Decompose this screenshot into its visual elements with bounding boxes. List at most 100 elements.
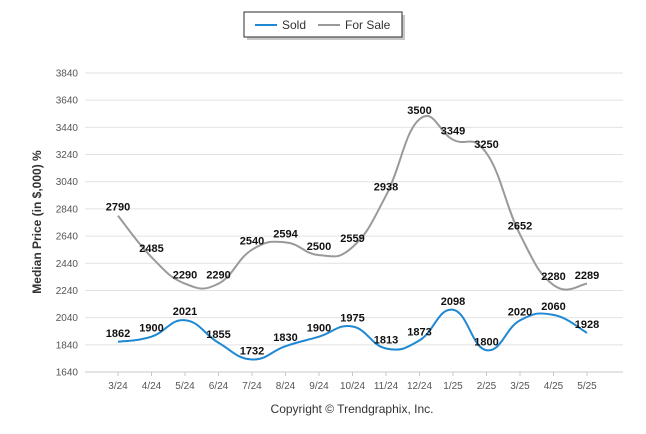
data-label-for-sale: 2540 (240, 236, 264, 248)
y-tick-label: 1640 (56, 368, 79, 379)
legend: Sold For Sale (243, 11, 405, 40)
data-label-sold: 2060 (541, 301, 565, 313)
data-label-sold: 1855 (206, 329, 230, 341)
x-tick-label: 3/25 (510, 381, 530, 392)
data-label-sold: 1900 (307, 323, 331, 335)
data-label-sold: 2021 (173, 306, 197, 318)
data-label-for-sale: 3500 (407, 105, 431, 117)
data-label-for-sale: 2938 (374, 182, 398, 194)
x-tick-label: 6/24 (209, 381, 229, 392)
data-point-sold (552, 313, 556, 317)
x-tick-label: 10/24 (340, 381, 365, 392)
data-point-sold (518, 318, 522, 322)
legend-label-for-sale: For Sale (345, 18, 391, 32)
x-tick-label: 7/24 (242, 381, 262, 392)
data-point-sold (384, 346, 388, 350)
data-point-sold (183, 318, 187, 322)
y-tick-label: 3640 (56, 96, 79, 107)
data-point-sold (250, 357, 254, 361)
data-point-sold (150, 335, 154, 339)
data-label-for-sale: 2559 (340, 233, 364, 245)
data-point-for-sale (518, 232, 522, 236)
x-tick-label: 9/24 (309, 381, 329, 392)
y-tick-label: 2840 (56, 204, 79, 215)
data-label-for-sale: 2652 (508, 220, 532, 232)
data-label-for-sale: 2280 (541, 271, 565, 283)
x-tick-label: 11/24 (374, 381, 399, 392)
data-label-for-sale: 3250 (474, 139, 498, 151)
data-label-layer: 1862 1900 2021 1855 1732 1830 1900 1975 1813 1873… (106, 105, 599, 357)
series-line-sold (117, 308, 588, 361)
data-point-for-sale (351, 245, 355, 249)
y-tick-label: 3440 (56, 123, 79, 134)
data-label-sold: 1900 (139, 323, 163, 335)
data-label-for-sale: 2594 (273, 228, 298, 240)
data-label-for-sale: 2290 (206, 270, 230, 282)
data-label-sold: 1732 (240, 345, 264, 357)
y-tick-label: 2240 (56, 286, 79, 297)
data-point-sold (284, 344, 288, 348)
data-point-for-sale (451, 138, 455, 142)
data-point-for-sale (384, 194, 388, 198)
data-point-sold (116, 340, 120, 344)
x-tick-label: 5/24 (175, 381, 195, 392)
data-point-sold (485, 348, 489, 352)
data-point-for-sale (217, 282, 221, 286)
data-label-sold: 1830 (273, 332, 297, 344)
data-point-for-sale (150, 255, 154, 259)
y-tick-label: 3840 (56, 69, 79, 80)
y-tick-label: 3040 (56, 177, 79, 188)
copyright-text: Copyright © Trendgraphix, Inc. (271, 402, 434, 416)
x-tick-label: 4/24 (142, 381, 162, 392)
y-tick-label: 3240 (56, 150, 79, 161)
data-label-sold: 1800 (474, 336, 498, 348)
data-point-for-sale (250, 248, 254, 252)
data-point-for-sale (116, 214, 120, 218)
data-label-for-sale: 3349 (441, 126, 465, 138)
x-tick-label: 3/24 (108, 381, 128, 392)
data-label-for-sale: 2290 (173, 270, 197, 282)
x-tick-label: 12/24 (407, 381, 432, 392)
data-point-for-sale (485, 151, 489, 155)
data-label-sold: 1813 (374, 334, 398, 346)
data-point-sold (317, 335, 321, 339)
y-tick-label: 1840 (56, 340, 79, 351)
data-label-sold: 1862 (106, 328, 130, 340)
data-label-sold: 1928 (575, 319, 599, 331)
data-point-sold (351, 324, 355, 328)
x-tick-label: 5/25 (577, 381, 597, 392)
x-tick-label: 4/25 (544, 381, 564, 392)
data-point-for-sale (284, 240, 288, 244)
legend-label-sold: Sold (282, 18, 306, 32)
y-tick-label: 2040 (56, 313, 79, 324)
data-point-for-sale (552, 283, 556, 287)
data-label-sold: 2020 (508, 306, 532, 318)
y-tick-label: 2640 (56, 232, 79, 243)
data-point-sold (217, 341, 221, 345)
data-point-sold (585, 331, 589, 335)
y-axis-title: Median Price (in $,000) % (30, 150, 44, 294)
data-label-for-sale: 2485 (139, 243, 163, 255)
y-tick-label: 2440 (56, 259, 79, 270)
x-tick-label: 2/25 (477, 381, 497, 392)
data-label-sold: 2098 (441, 296, 465, 308)
data-point-sold (418, 338, 422, 342)
data-label-sold: 1873 (407, 326, 431, 338)
data-point-for-sale (418, 117, 422, 121)
series-layer (116, 115, 589, 361)
axis-layer: 1640 1840 2040 2240 2440 2640 2840 3040 3240 3440… (56, 69, 623, 392)
data-label-for-sale: 2289 (575, 270, 599, 282)
data-label-for-sale: 2500 (307, 241, 331, 253)
data-point-for-sale (183, 282, 187, 286)
data-point-for-sale (317, 253, 321, 257)
data-point-sold (451, 308, 455, 312)
series-line-for-sale (117, 115, 588, 291)
grid-layer (85, 72, 623, 373)
data-label-sold: 1975 (340, 312, 364, 324)
data-point-for-sale (585, 282, 589, 286)
data-label-for-sale: 2790 (106, 202, 130, 214)
x-tick-label: 8/24 (276, 381, 296, 392)
x-tick-label: 1/25 (443, 381, 463, 392)
